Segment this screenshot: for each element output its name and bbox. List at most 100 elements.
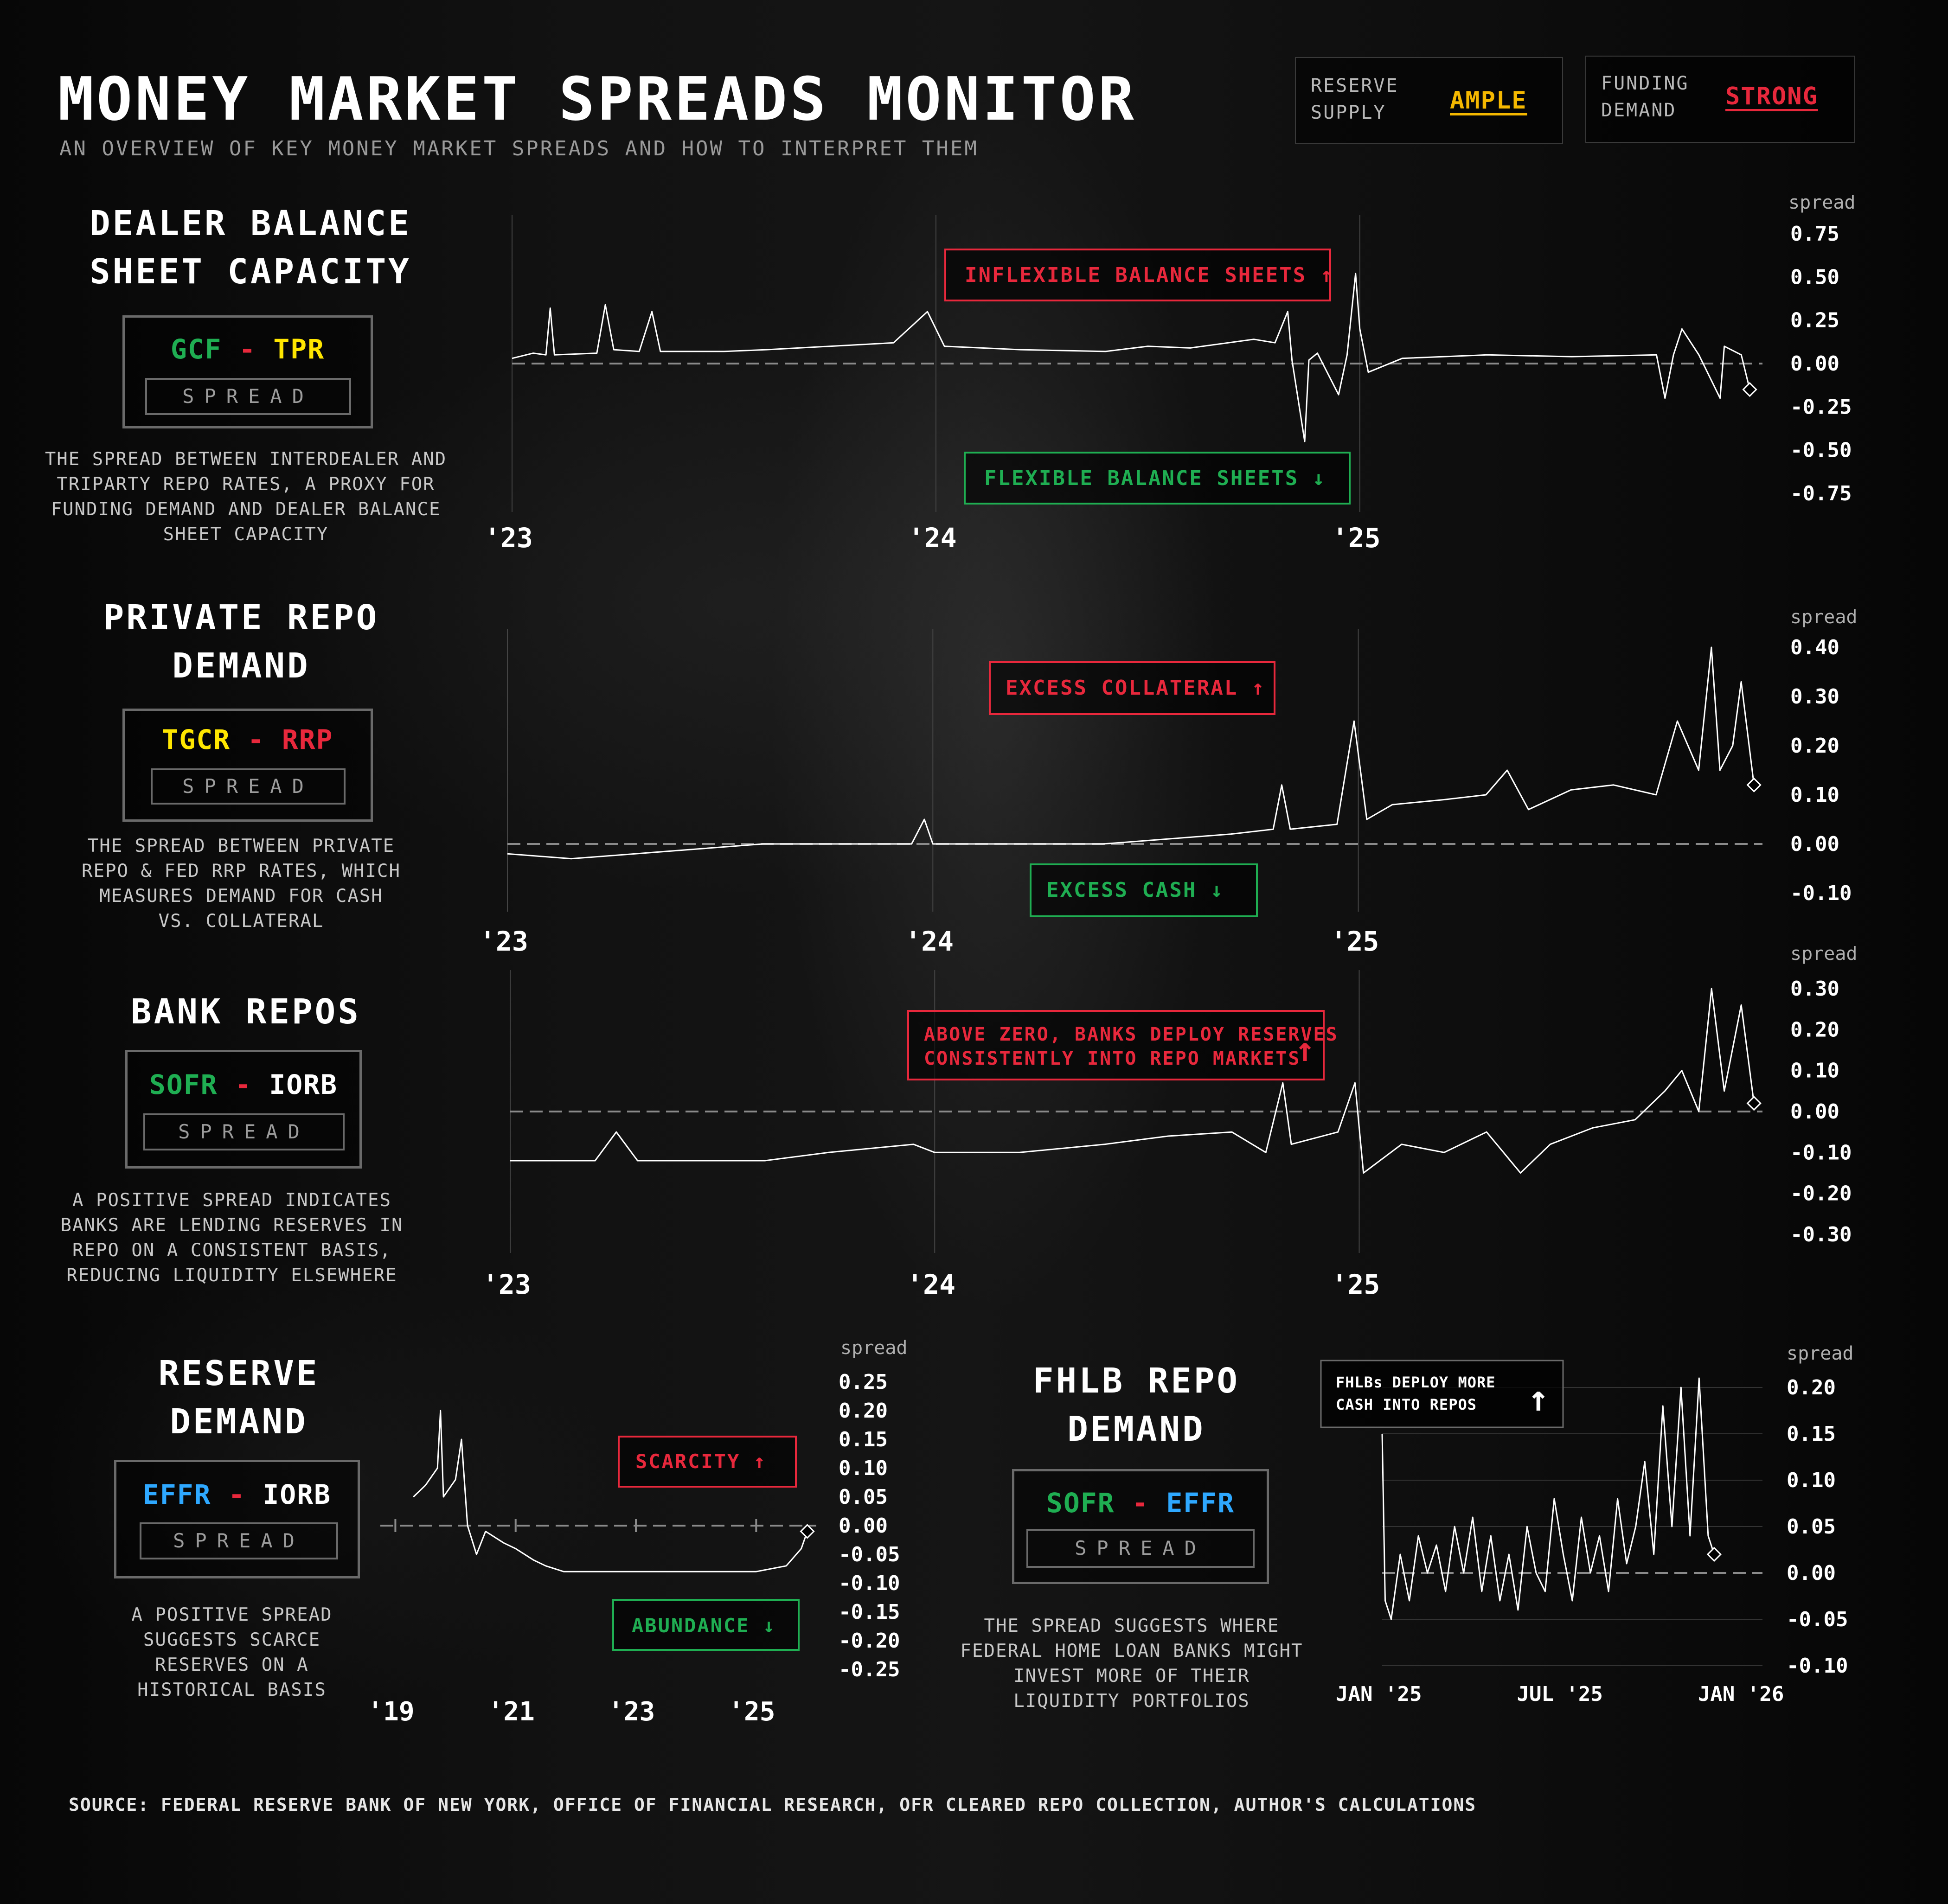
funding-demand-value: STRONG xyxy=(1725,83,1818,110)
dealer-desc-line-3: FUNDING DEMAND AND DEALER BALANCE xyxy=(51,499,441,520)
chart-5-upper-callout xyxy=(1320,1360,1564,1428)
reserve-rate-b: IORB xyxy=(263,1479,332,1510)
fhlb-rate-b: EFFR xyxy=(1166,1487,1235,1519)
bank-desc-line-2: BANKS ARE LENDING RESERVES IN xyxy=(60,1215,404,1236)
chart-5-series-line xyxy=(1381,1377,1715,1620)
chart-4-ytick-label: 0.15 xyxy=(839,1428,888,1451)
private-desc-line-2: REPO & FED RRP RATES, WHICH xyxy=(82,861,401,882)
dealer-rate-b: TPR xyxy=(273,333,325,365)
reserve-description: A POSITIVE SPREAD SUGGESTS SCARCE RESERV… xyxy=(19,1603,445,1703)
chart-4-xtick-label: '25 xyxy=(728,1697,775,1727)
private-desc-line-3: MEASURES DEMAND FOR CASH xyxy=(99,886,383,907)
bank-spread-box: SOFR - IORB SPREAD xyxy=(125,1050,362,1169)
reserve-supply-status: RESERVE SUPPLY AMPLE xyxy=(1295,57,1563,144)
reserve-desc-line-2: SUGGESTS SCARCE xyxy=(143,1629,321,1650)
chart-1-upper-callout xyxy=(944,249,1331,301)
fhlb-desc-line-2: FEDERAL HOME LOAN BANKS MIGHT xyxy=(960,1641,1303,1661)
reserve-supply-label-1: RESERVE xyxy=(1311,75,1399,96)
chart-3-xtick-label: '23 xyxy=(482,1269,531,1300)
chart-4-ytick-label: -0.25 xyxy=(839,1658,900,1681)
bank-title-line-1: BANK REPOS xyxy=(131,992,361,1032)
chart-4-xtick-label: '21 xyxy=(488,1697,535,1727)
chart-1-ytick-label: 0.50 xyxy=(1790,265,1839,289)
page-subtitle: AN OVERVIEW OF KEY MONEY MARKET SPREADS … xyxy=(59,137,979,160)
chart-5-ytick-label: -0.05 xyxy=(1787,1608,1848,1631)
chart-5-xtick-label: JAN '26 xyxy=(1698,1682,1784,1706)
private-desc-line-4: VS. COLLATERAL xyxy=(158,911,324,932)
fhlb-panel-title: FHLB REPO DEMAND xyxy=(928,1357,1345,1453)
bank-spread-formula: SOFR - IORB xyxy=(128,1069,359,1100)
chart-2-series-line xyxy=(507,646,1755,860)
funding-demand-label-1: FUNDING xyxy=(1601,73,1689,94)
dealer-title-line-1: DEALER BALANCE xyxy=(90,204,411,243)
chart-4-lower-label: ABUNDANCE ↓ xyxy=(632,1614,776,1637)
dealer-desc-line-1: THE SPREAD BETWEEN INTERDEALER AND xyxy=(45,449,447,470)
chart-2-upper-label: EXCESS COLLATERAL ↑ xyxy=(1006,676,1265,700)
chart-4-ytick-label: -0.20 xyxy=(839,1629,900,1653)
bank-minus: - xyxy=(235,1069,252,1100)
chart-2-lower-callout xyxy=(1030,863,1258,917)
chart-2-upper-callout xyxy=(989,661,1275,715)
chart-3-upper-label-line-1: ABOVE ZERO, BANKS DEPLOY RESERVES xyxy=(924,1024,1339,1045)
reserve-spread-tag: SPREAD xyxy=(140,1522,338,1559)
chart-2-ytick-label: -0.10 xyxy=(1790,882,1852,905)
chart-reserve-effr-iorb: '19 '21 '23 '25 0.25 0.20 0.15 0.10 0.05 0.00 -0.0… xyxy=(371,1337,908,1727)
reserve-rate-a: EFFR xyxy=(142,1479,211,1510)
bank-panel-title: BANK REPOS xyxy=(28,988,464,1036)
chart-4-ytick-label: -0.15 xyxy=(839,1600,900,1624)
chart-1-series-line xyxy=(512,273,1751,442)
chart-1-xtick-label: '25 xyxy=(1332,522,1381,554)
dealer-spread-tag: SPREAD xyxy=(145,378,351,415)
bank-rate-b: IORB xyxy=(269,1069,338,1100)
chart-5-upper-label-line-2: CASH INTO REPOS xyxy=(1336,1396,1477,1413)
reserve-desc-line-4: HISTORICAL BASIS xyxy=(137,1680,327,1700)
chart-4-ytick-label: 0.20 xyxy=(839,1399,888,1423)
reserve-supply-label-2: SUPPLY xyxy=(1311,102,1386,123)
bank-rate-a: SOFR xyxy=(149,1069,218,1100)
source-note: SOURCE: FEDERAL RESERVE BANK OF NEW YORK… xyxy=(69,1795,1477,1815)
chart-3-ytick-label: 0.30 xyxy=(1790,977,1839,1001)
chart-1-ytick-label: -0.50 xyxy=(1790,439,1852,462)
fhlb-desc-line-1: THE SPREAD SUGGESTS WHERE xyxy=(984,1616,1280,1636)
chart-4-ytick-label: 0.25 xyxy=(839,1370,888,1394)
chart-5-xtick-label: JUL '25 xyxy=(1517,1682,1602,1706)
dealer-description: THE SPREAD BETWEEN INTERDEALER AND TRIPA… xyxy=(28,447,464,547)
chart-4-xtick-label: '19 xyxy=(371,1697,415,1727)
chart-3-ytick-label: 0.10 xyxy=(1790,1059,1839,1083)
chart-3-upper-callout xyxy=(907,1010,1325,1080)
chart-2-ytick-label: 0.10 xyxy=(1790,783,1839,807)
chart-dealer-gcf-tpr: '23 '24 '25 0.75 0.50 0.25 0.00 -0.25 -0.50 -0.75… xyxy=(484,195,1856,554)
chart-5-ytick-label: -0.10 xyxy=(1787,1654,1848,1678)
dealer-spread-formula: GCF - TPR xyxy=(125,333,371,365)
private-title-line-1: PRIVATE REPO xyxy=(103,598,379,638)
chart-2-ytick-label: 0.40 xyxy=(1790,636,1839,659)
dealer-spread-box: GCF - TPR SPREAD xyxy=(122,315,373,428)
chart-3-latest-value-marker xyxy=(1746,1096,1762,1111)
chart-1-lower-label: FLEXIBLE BALANCE SHEETS ↓ xyxy=(984,466,1326,490)
chart-3-series-line xyxy=(510,988,1755,1174)
private-rate-b: RRP xyxy=(282,724,333,755)
chart-4-ytick-label: 0.00 xyxy=(839,1514,888,1538)
chart-1-lower-callout xyxy=(964,452,1351,505)
chart-5-up-arrow-icon: ↑ xyxy=(1528,1378,1549,1419)
chart-4-ytick-label: 0.05 xyxy=(839,1485,888,1509)
chart-4-upper-label: SCARCITY ↑ xyxy=(635,1450,767,1473)
chart-3-ytick-label: 0.20 xyxy=(1790,1018,1839,1041)
funding-demand-status: FUNDING DEMAND STRONG xyxy=(1585,56,1855,143)
chart-5-unit-label: spread xyxy=(1787,1343,1854,1364)
reserve-title-line-2: DEMAND xyxy=(170,1402,308,1442)
reserve-desc-line-3: RESERVES ON A xyxy=(155,1655,309,1675)
chart-1-unit-label: spread xyxy=(1788,195,1856,213)
chart-4-upper-callout xyxy=(618,1436,797,1488)
chart-2-ytick-label: 0.30 xyxy=(1790,685,1839,709)
private-title-line-2: DEMAND xyxy=(172,646,310,686)
bank-desc-line-1: A POSITIVE SPREAD INDICATES xyxy=(72,1190,391,1211)
fhlb-spread-tag: SPREAD xyxy=(1026,1529,1255,1568)
chart-1-xtick-label: '23 xyxy=(484,522,533,554)
chart-1-ytick-label: 0.75 xyxy=(1790,222,1839,246)
chart-3-unit-label: spread xyxy=(1790,946,1858,965)
chart-3-up-arrow-icon: ↑ xyxy=(1295,1030,1315,1069)
dealer-desc-line-2: TRIPARTY REPO RATES, A PROXY FOR xyxy=(57,474,435,495)
chart-2-ytick-label: 0.00 xyxy=(1790,832,1839,856)
chart-4-ytick-label: -0.10 xyxy=(839,1572,900,1595)
